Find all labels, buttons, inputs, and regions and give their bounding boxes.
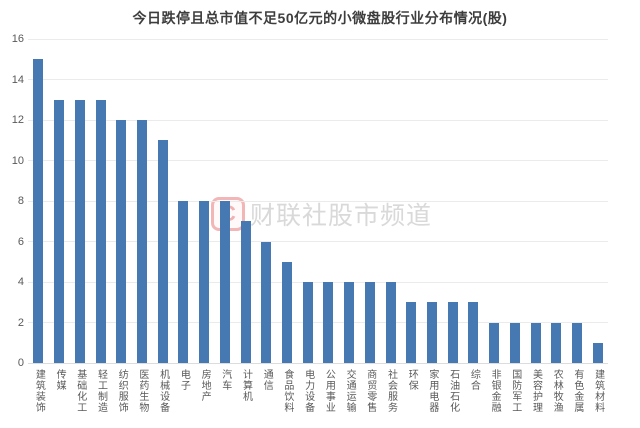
x-axis-category-label: 医药生物 <box>136 369 148 413</box>
gridline <box>28 38 608 40</box>
bar <box>33 59 44 363</box>
chart-title: 今日跌停且总市值不足50亿元的小微盘股行业分布情况(股) <box>132 10 508 26</box>
x-axis-category-label: 公用事业 <box>323 369 335 413</box>
x-axis-category-label: 食品饮料 <box>281 369 293 413</box>
bar <box>344 282 355 363</box>
x-axis-category-label: 非银金融 <box>489 369 501 413</box>
bar <box>364 282 375 363</box>
x-axis-category-label: 环保 <box>406 369 418 391</box>
bar <box>468 302 479 363</box>
x-axis-category-label: 机械设备 <box>157 369 169 413</box>
x-axis-category-label: 电子 <box>178 369 190 391</box>
bar <box>54 99 65 363</box>
x-axis-category-label: 汽车 <box>219 369 231 391</box>
bar <box>281 261 292 363</box>
bar <box>219 201 230 363</box>
y-axis-tick-label: 4 <box>17 276 24 288</box>
x-axis-category-label: 社会服务 <box>385 369 397 413</box>
bar <box>530 322 541 363</box>
x-axis-category-label: 纺织服饰 <box>116 369 128 413</box>
bar <box>261 241 272 363</box>
gridline <box>28 362 608 364</box>
x-axis-category-label: 计算机 <box>240 369 252 402</box>
y-axis-tick-label: 0 <box>17 357 24 369</box>
bar <box>509 322 520 363</box>
bar <box>157 140 168 363</box>
gridline <box>28 160 608 161</box>
watermark-text: 财联社股市频道 <box>250 202 433 230</box>
x-axis-category-label: 家用电器 <box>426 369 438 413</box>
x-axis-category-label: 房地产 <box>199 369 211 402</box>
bar <box>592 342 603 363</box>
x-axis-category-label: 综合 <box>468 369 480 391</box>
gridline <box>28 200 608 202</box>
x-axis-category-label: 美容护理 <box>530 369 542 413</box>
bar <box>323 282 334 363</box>
bar <box>489 322 500 363</box>
x-axis-category-label: 国防军工 <box>509 369 521 413</box>
x-axis-category-label: 农林牧渔 <box>551 369 563 413</box>
bar <box>240 221 251 363</box>
bar <box>406 302 417 363</box>
y-axis-tick-label: 6 <box>17 235 24 248</box>
x-axis-category-label: 通信 <box>261 369 273 391</box>
gridline <box>28 241 608 242</box>
x-axis-category-label: 建筑装饰 <box>33 369 45 413</box>
bar <box>447 302 458 363</box>
bar <box>136 120 147 363</box>
x-axis-category-label: 建筑材料 <box>592 369 604 413</box>
bar <box>199 201 210 363</box>
y-axis-tick-label: 8 <box>17 195 24 207</box>
x-axis-category-label: 商贸零售 <box>364 369 376 413</box>
bar <box>385 282 396 363</box>
gridline <box>28 322 608 323</box>
x-axis-category-label: 石油石化 <box>447 369 459 413</box>
bar <box>571 322 582 363</box>
y-axis-tick-label: 12 <box>11 114 24 126</box>
y-axis-tick-label: 2 <box>17 316 24 329</box>
y-axis-tick-label: 14 <box>11 73 24 86</box>
bar <box>551 322 562 363</box>
x-axis-category-label: 有色金属 <box>571 369 583 413</box>
x-axis-category-label: 轻工制造 <box>95 369 107 413</box>
gridline <box>28 119 608 121</box>
x-axis-category-label: 交通运输 <box>344 369 356 413</box>
y-axis-tick-label: 10 <box>11 154 24 167</box>
gridline <box>28 281 608 283</box>
bar <box>74 99 85 363</box>
bar <box>426 302 437 363</box>
gridline <box>28 79 608 80</box>
bar <box>178 201 189 363</box>
bar <box>95 99 106 363</box>
bar <box>116 120 127 363</box>
x-axis-category-label: 电力设备 <box>302 369 314 413</box>
x-axis-category-label: 基础化工 <box>74 369 86 413</box>
bar <box>302 282 313 363</box>
y-axis-tick-label: 16 <box>11 33 24 45</box>
x-axis-category-label: 传媒 <box>54 369 66 391</box>
